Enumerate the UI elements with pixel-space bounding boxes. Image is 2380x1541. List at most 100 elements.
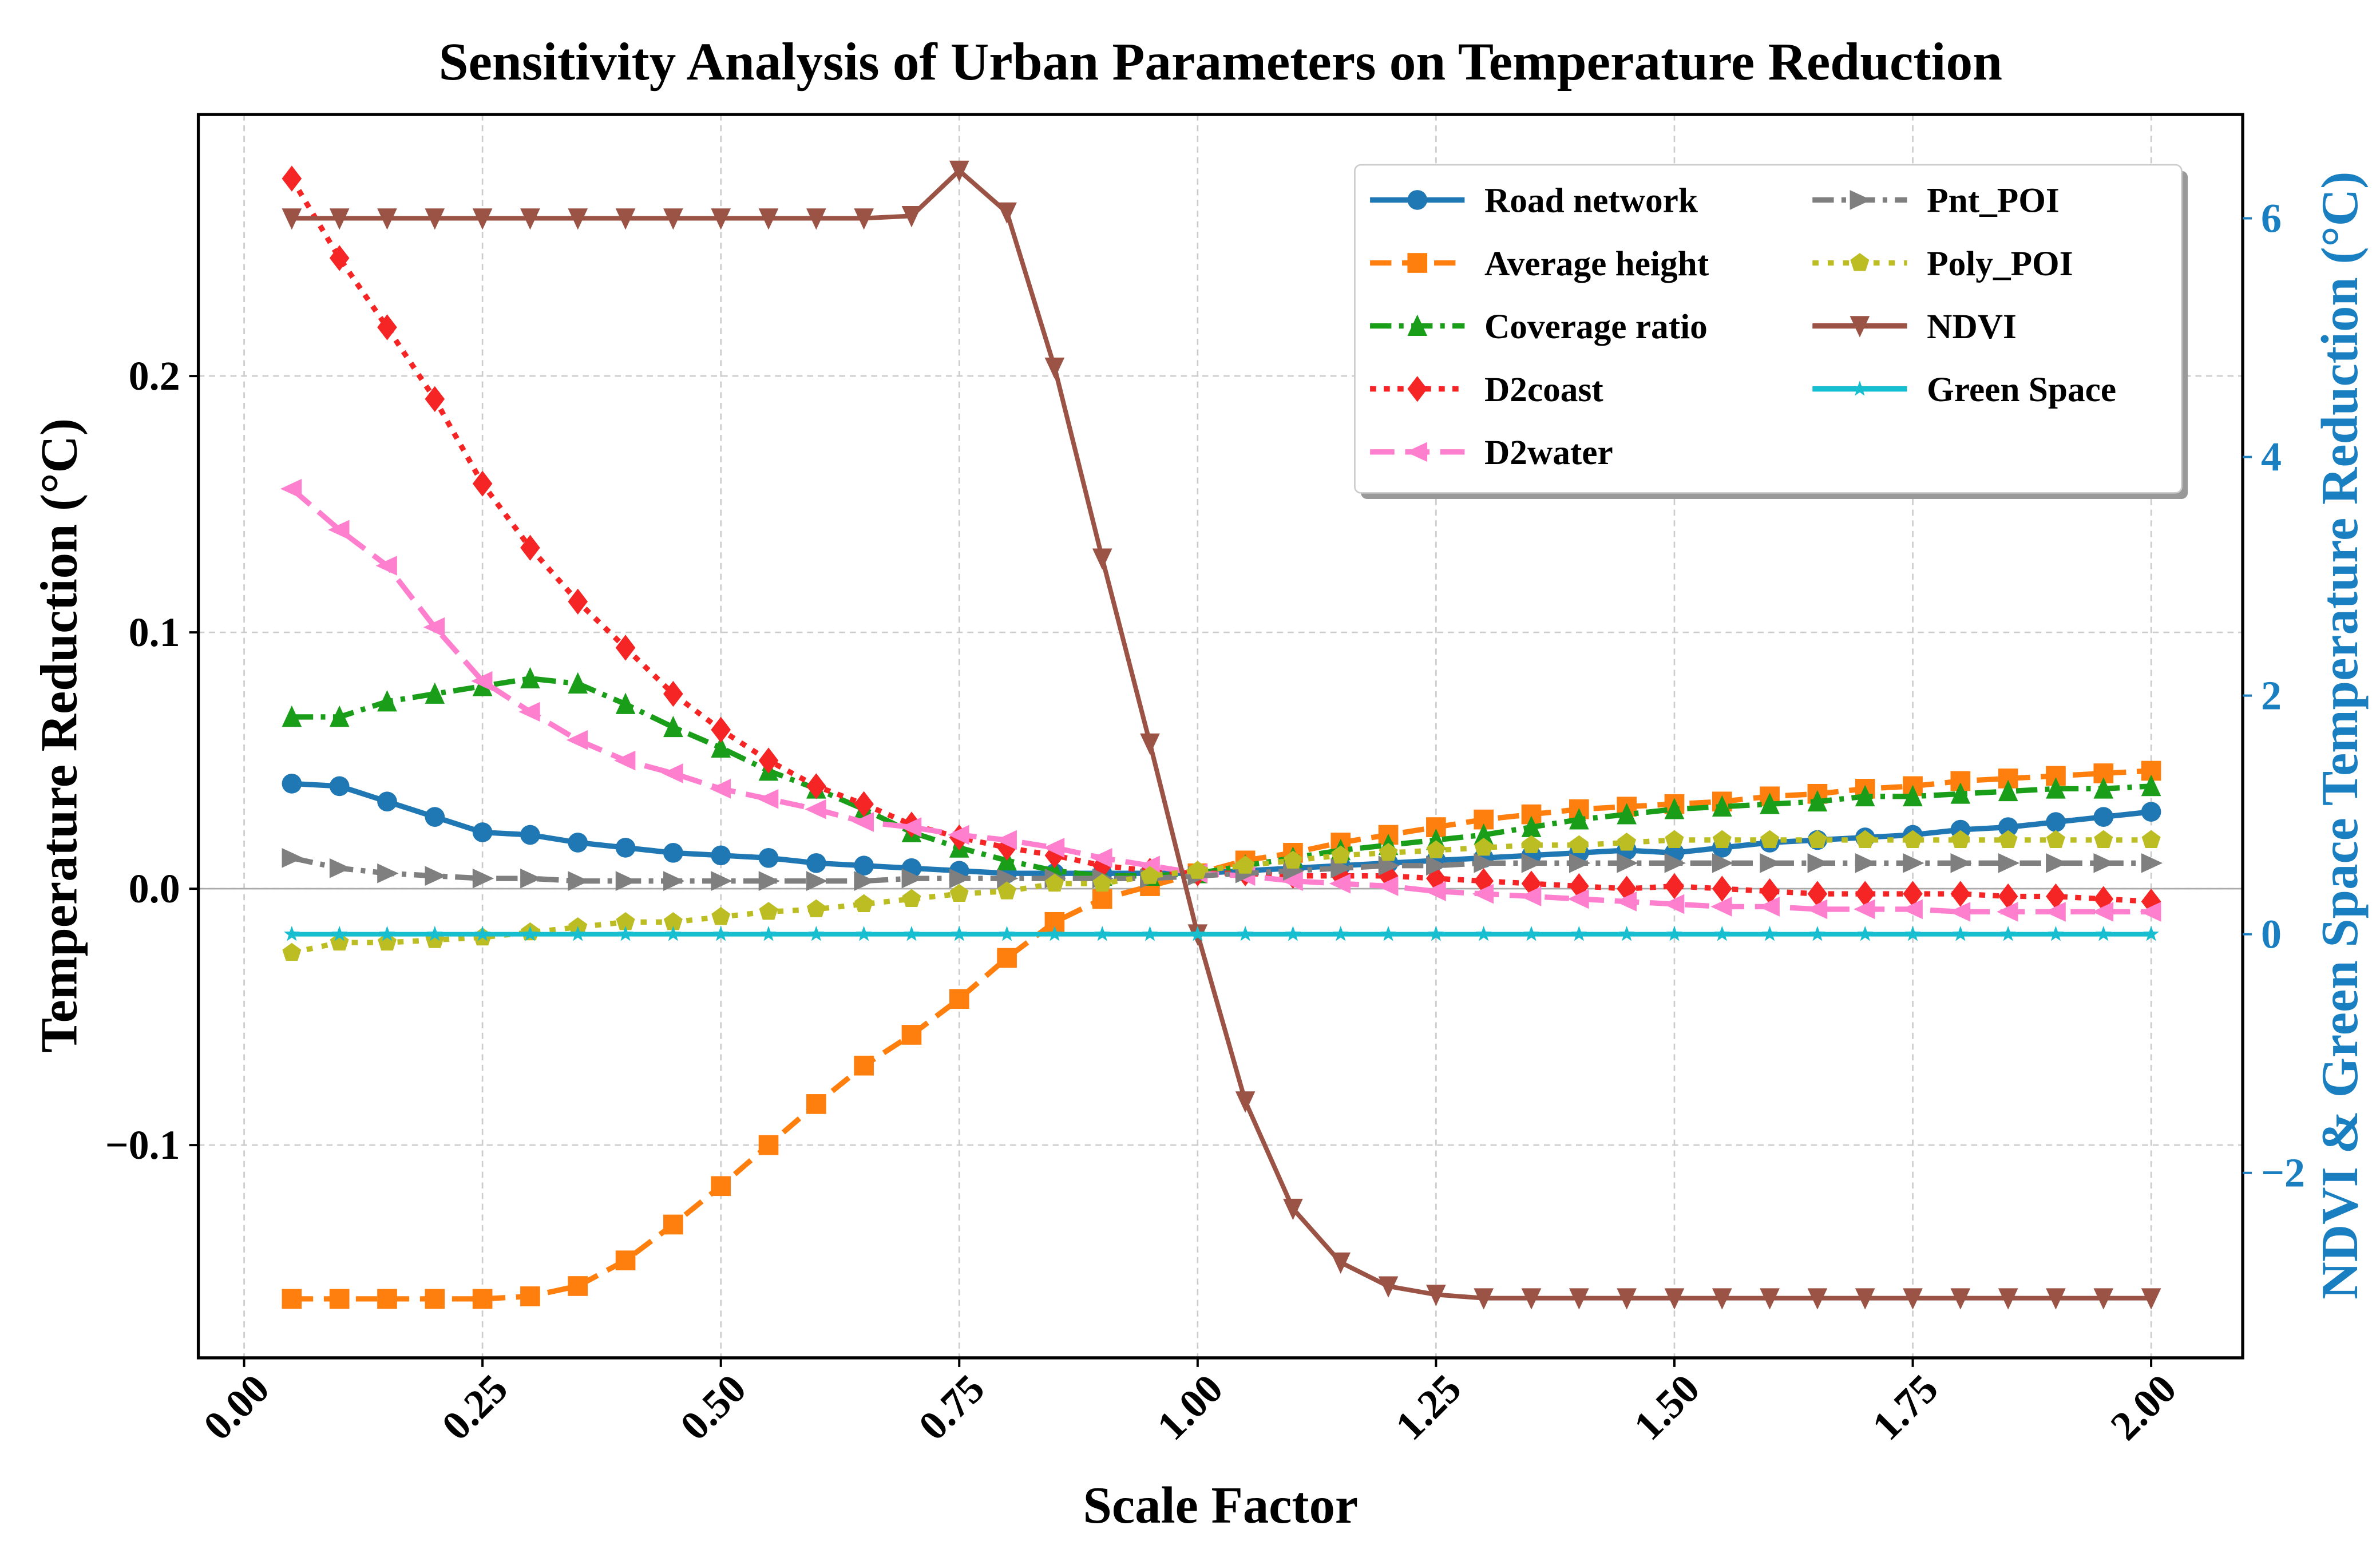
triangle-right-marker — [472, 868, 494, 889]
triangle-down-marker — [2093, 1288, 2114, 1310]
triangle-down-marker — [1903, 1288, 1923, 1310]
triangle-right-marker — [711, 871, 732, 891]
star-marker — [1189, 925, 1206, 941]
square-marker — [615, 1250, 636, 1271]
y2-tick-label: 6 — [2261, 196, 2282, 241]
triangle-right-marker — [806, 871, 828, 891]
pentagon-marker — [378, 932, 397, 951]
pentagon-marker — [2046, 830, 2065, 848]
circle-marker — [377, 791, 397, 812]
star-marker — [569, 925, 586, 941]
legend-label: Green Space — [1927, 370, 2116, 409]
triangle-down-marker — [1521, 1288, 1542, 1310]
pentagon-marker — [663, 912, 683, 930]
pentagon-marker — [711, 907, 731, 925]
diamond-marker — [568, 588, 588, 615]
triangle-right-marker — [1807, 853, 1829, 873]
series-green-space — [283, 925, 2160, 941]
triangle-left-marker — [805, 799, 826, 819]
triangle-right-marker — [1617, 853, 1638, 873]
triangle-left-marker — [852, 812, 874, 832]
diamond-marker — [1807, 881, 1828, 907]
star-marker — [999, 925, 1015, 941]
triangle-left-marker — [1567, 889, 1589, 909]
triangle-left-marker — [1520, 886, 1542, 906]
triangle-down-marker — [425, 208, 445, 230]
legend-item: D2coast — [1370, 370, 1603, 409]
triangle-down-marker — [1378, 1276, 1399, 1298]
triangle-down-marker — [806, 208, 826, 230]
star-marker — [856, 925, 872, 941]
pentagon-marker — [282, 942, 302, 961]
triangle-down-marker — [949, 160, 969, 183]
diamond-marker — [1664, 873, 1685, 900]
triangle-down-marker — [1474, 1288, 1494, 1310]
triangle-left-marker — [1710, 897, 1732, 917]
triangle-up-marker — [1950, 782, 1971, 804]
triangle-down-marker — [1664, 1288, 1685, 1310]
y-tick-label: 0.1 — [129, 609, 180, 655]
circle-marker — [711, 845, 731, 866]
star-marker — [712, 925, 729, 941]
legend-item: Poly_POI — [1812, 244, 2073, 283]
diamond-marker — [472, 470, 493, 497]
triangle-right-marker — [520, 868, 542, 889]
triangle-left-marker — [471, 671, 493, 691]
diamond-marker — [758, 747, 779, 774]
pentagon-marker — [1951, 830, 1970, 848]
star-marker — [761, 925, 777, 941]
triangle-right-marker — [1474, 853, 1495, 873]
star-marker — [1571, 925, 1587, 941]
square-marker — [568, 1276, 588, 1296]
series-ndvi — [282, 160, 2161, 1310]
triangle-down-marker — [1092, 548, 1112, 570]
triangle-up-marker — [377, 690, 397, 712]
square-marker — [901, 1025, 922, 1045]
x-tick-label: 2.00 — [2102, 1365, 2185, 1449]
series-average-height — [282, 760, 2161, 1309]
star-marker — [1851, 381, 1868, 396]
triangle-up-marker — [1807, 790, 1828, 812]
pentagon-marker — [949, 884, 969, 902]
triangle-up-marker — [520, 667, 540, 689]
pentagon-marker — [1998, 830, 2018, 848]
triangle-down-marker — [1807, 1288, 1828, 1310]
pentagon-marker — [1617, 833, 1637, 851]
pentagon-marker — [1092, 873, 1112, 892]
triangle-down-marker — [1044, 357, 1065, 379]
square-marker — [425, 1289, 445, 1309]
triangle-down-marker — [520, 208, 540, 230]
pentagon-marker — [1850, 253, 1870, 271]
star-marker — [1046, 925, 1063, 941]
triangle-up-marker — [425, 682, 445, 704]
square-marker — [472, 1289, 493, 1309]
series-line — [291, 167, 2152, 1301]
triangle-left-marker — [1758, 897, 1780, 917]
legend-label: Road network — [1484, 181, 1698, 220]
series-line — [291, 676, 2152, 879]
pentagon-marker — [1712, 830, 1732, 848]
series-d2water — [280, 478, 2161, 922]
square-marker — [997, 948, 1017, 968]
triangle-right-marker — [949, 868, 971, 889]
triangle-left-marker — [662, 763, 683, 783]
pentagon-marker — [1188, 861, 1207, 879]
circle-marker — [2046, 812, 2066, 832]
triangle-left-marker — [2092, 902, 2114, 922]
triangle-right-marker — [854, 871, 876, 891]
circle-marker — [854, 855, 874, 876]
pentagon-marker — [1283, 850, 1302, 869]
diamond-marker — [854, 791, 874, 817]
star-marker — [1285, 925, 1301, 941]
triangle-right-marker — [1664, 853, 1686, 873]
star-marker — [1809, 925, 1825, 941]
legend-label: Coverage ratio — [1484, 307, 1708, 346]
x-tick-label: 0.00 — [195, 1365, 278, 1449]
circle-marker — [1998, 817, 2018, 837]
star-marker — [1523, 925, 1539, 941]
triangle-down-marker — [1998, 1288, 2018, 1310]
square-marker — [806, 1094, 826, 1114]
y2-axis-label: NDVI & Green Space Temperature Reduction… — [2311, 172, 2369, 1300]
triangle-left-marker — [1424, 881, 1446, 901]
triangle-right-marker — [1850, 190, 1871, 210]
